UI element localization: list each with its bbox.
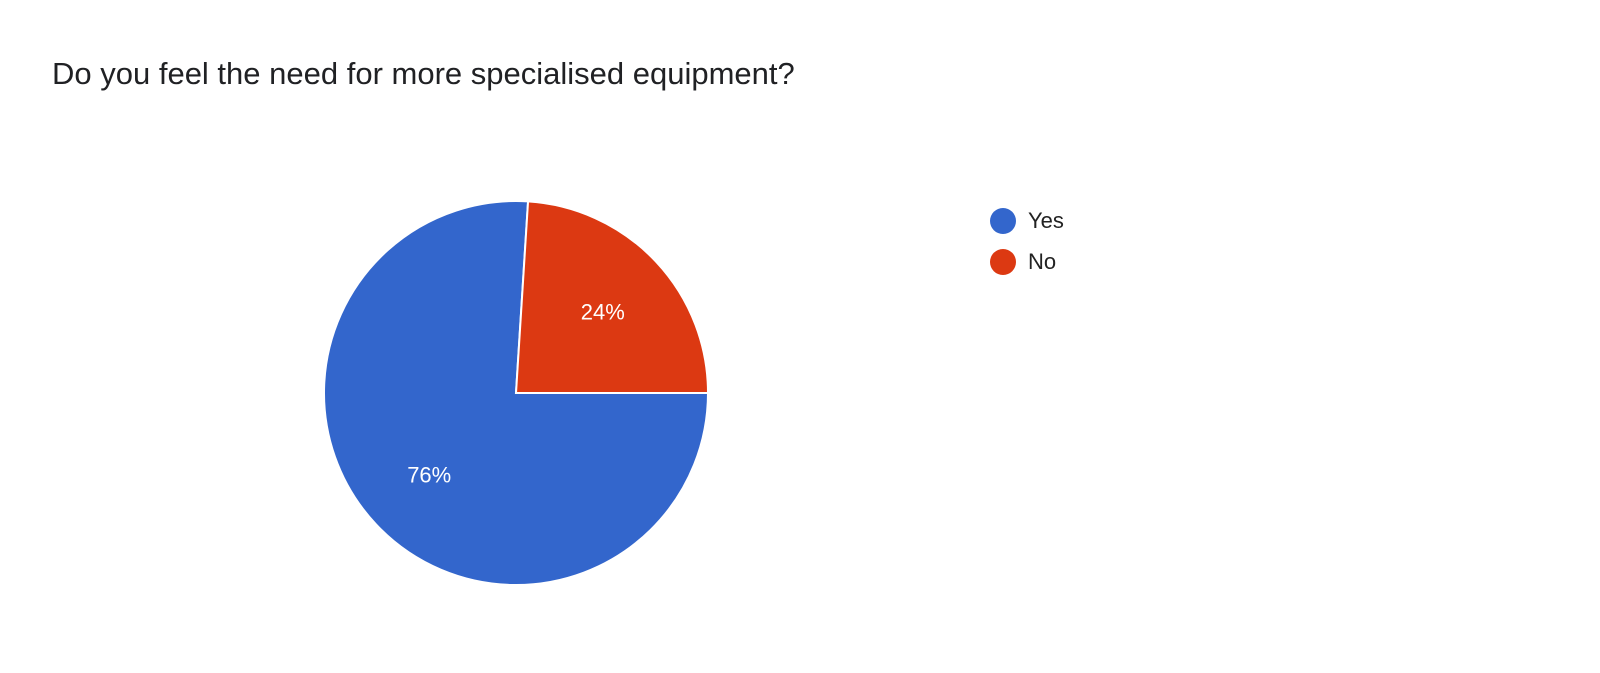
chart-title: Do you feel the need for more specialise… <box>52 56 795 91</box>
legend-item-no[interactable]: No <box>990 241 1064 282</box>
pie-slice-no[interactable] <box>514 200 710 394</box>
legend-swatch-yes <box>990 207 1016 234</box>
data-label-yes: 76% <box>407 462 451 487</box>
pie-slice-yes[interactable] <box>323 200 710 586</box>
legend-swatch-no <box>990 248 1016 275</box>
legend: Yes No <box>990 200 1064 282</box>
legend-label-yes: Yes <box>1028 207 1064 233</box>
data-label-no: 24% <box>581 300 625 325</box>
legend-item-yes[interactable]: Yes <box>990 200 1064 241</box>
legend-label-no: No <box>1028 248 1057 274</box>
